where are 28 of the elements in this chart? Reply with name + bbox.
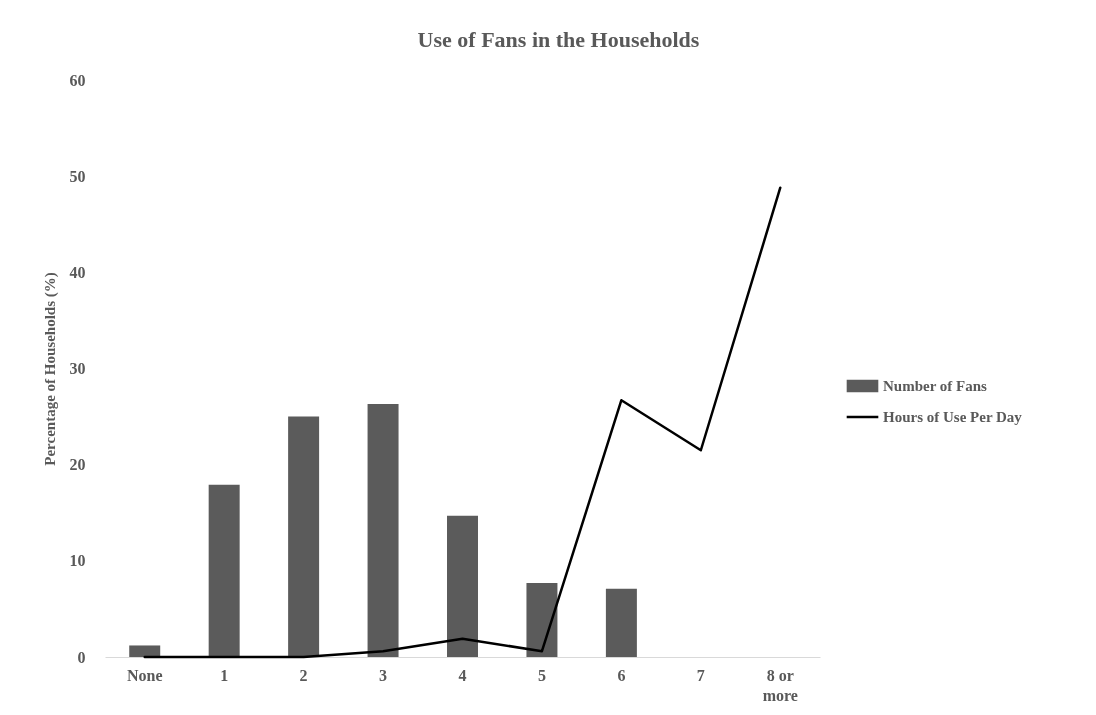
chart-title: Use of Fans in the Households	[417, 27, 700, 52]
y-axis-title: Percentage of Households (%)	[41, 272, 59, 466]
x-tick-label: 8 or more	[762, 666, 798, 704]
bar	[208, 484, 240, 657]
y-tick-label: 10	[69, 552, 86, 570]
y-tick-label: 40	[69, 263, 86, 281]
legend-label: Number of Fans	[883, 378, 988, 394]
bar	[526, 582, 558, 657]
legend-label: Hours of Use Per Day	[883, 409, 1023, 425]
x-tick-label: None	[126, 666, 163, 684]
x-tick-label: 6	[617, 666, 626, 684]
y-tick-label: 20	[69, 456, 86, 474]
y-tick-label: 50	[69, 167, 86, 185]
x-tick-label: 1	[220, 666, 229, 684]
bar	[605, 588, 637, 657]
line-series	[143, 186, 782, 659]
x-tick-label: 7	[696, 666, 705, 684]
x-tick-label: 2	[299, 666, 308, 684]
bar	[129, 645, 161, 657]
y-tick-label: 30	[69, 360, 86, 377]
y-tick-label: 60	[69, 71, 86, 89]
x-tick-label: 4	[458, 666, 467, 684]
x-tick-label: 5	[537, 666, 546, 684]
bar	[288, 416, 320, 657]
bar	[447, 515, 478, 657]
bar	[367, 404, 399, 657]
y-tick-label: 0	[77, 648, 86, 666]
x-tick-label: 3	[379, 666, 388, 684]
